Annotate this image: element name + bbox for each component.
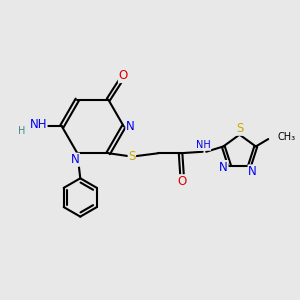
- Text: O: O: [177, 175, 187, 188]
- Text: N: N: [248, 165, 257, 178]
- Text: H: H: [18, 126, 26, 136]
- Text: CH₃: CH₃: [277, 132, 295, 142]
- Text: N: N: [126, 120, 135, 133]
- Text: NH: NH: [29, 118, 47, 131]
- Text: O: O: [118, 70, 128, 83]
- Text: N: N: [70, 153, 80, 166]
- Text: S: S: [128, 150, 136, 163]
- Text: S: S: [236, 122, 243, 135]
- Text: N: N: [219, 160, 228, 174]
- Text: NH: NH: [196, 140, 211, 150]
